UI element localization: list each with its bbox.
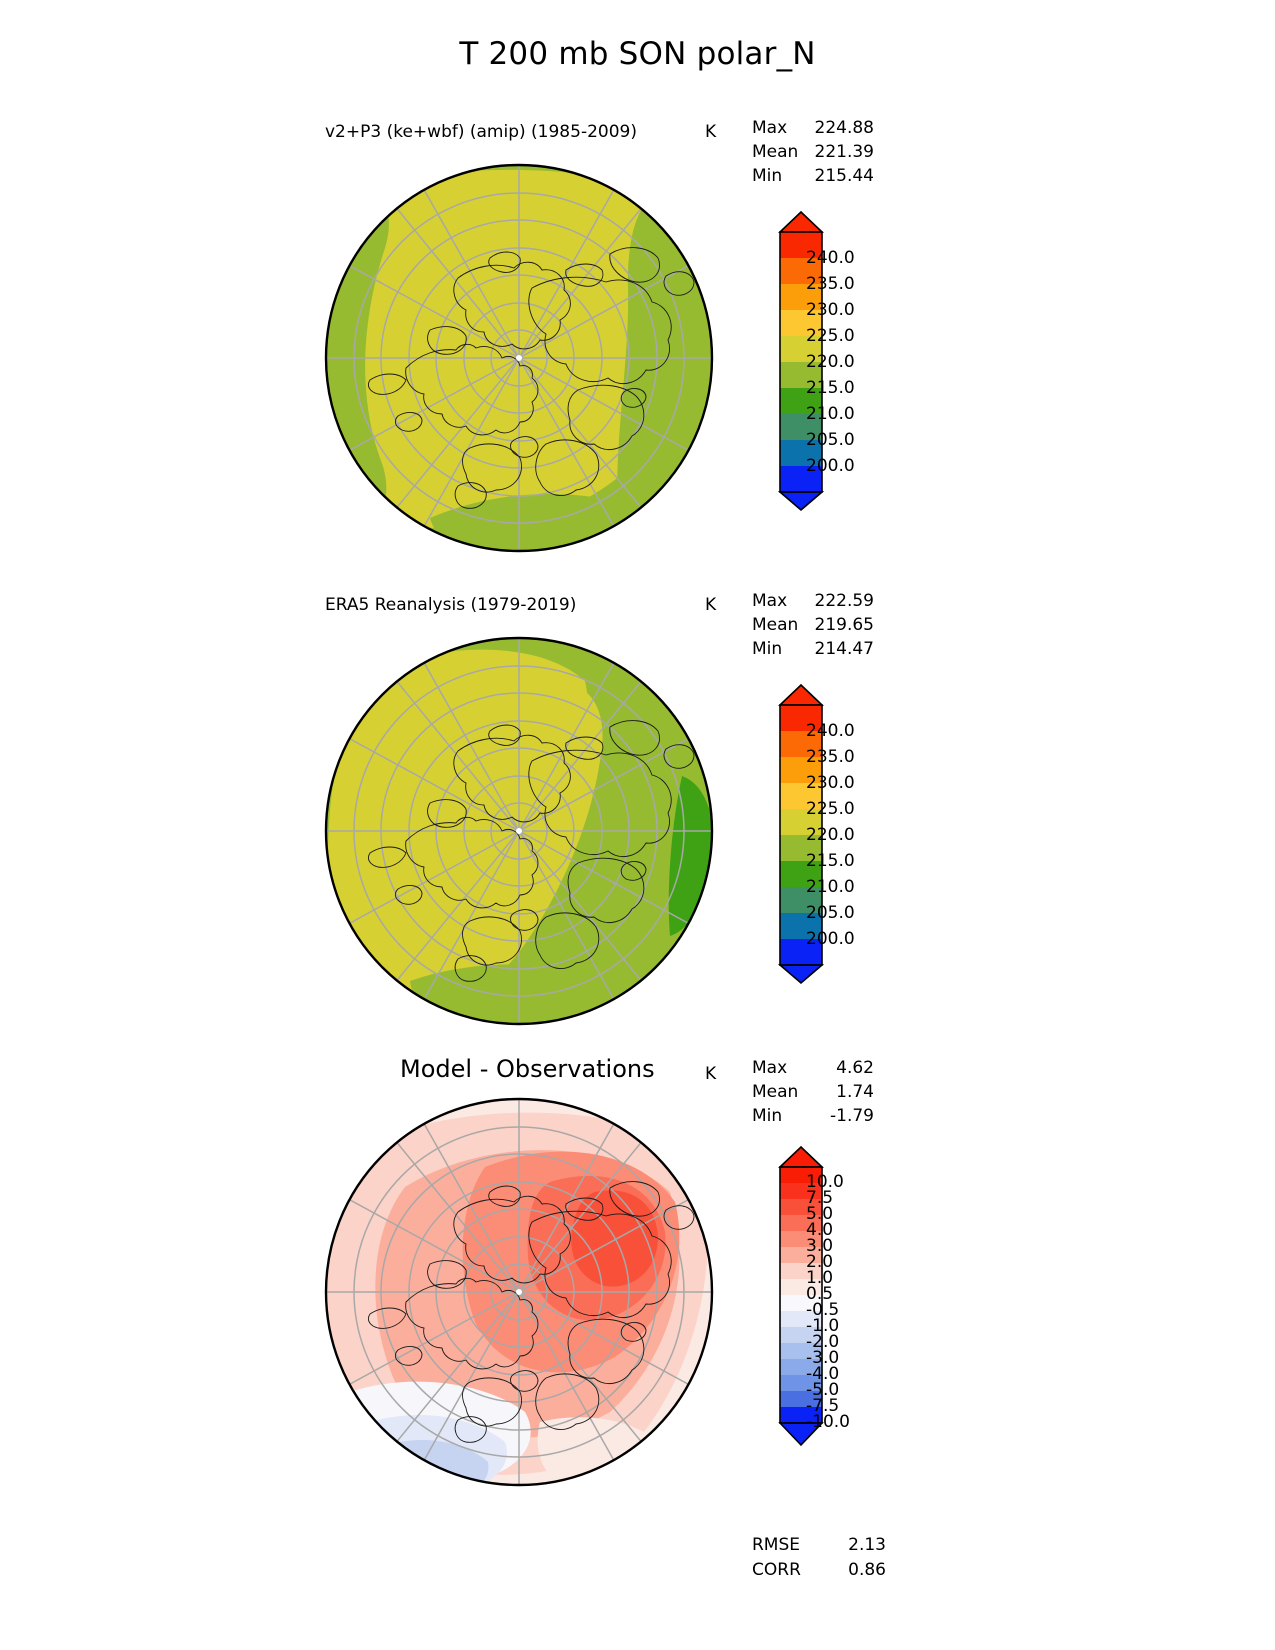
stat-row: Max 4.62 bbox=[752, 1056, 874, 1080]
north-pole-marker bbox=[516, 828, 522, 834]
colorbar-tick: 215.0 bbox=[806, 378, 855, 398]
panel-title-model: v2+P3 (ke+wbf) (amip) (1985-2009) bbox=[325, 122, 637, 142]
stat-label: Min bbox=[752, 1106, 783, 1126]
units-label-observations: K bbox=[705, 595, 717, 615]
colorbar-swatches bbox=[778, 1145, 824, 1447]
footer-stat-row: CORR 0.86 bbox=[752, 1558, 886, 1583]
coastlines-observations bbox=[367, 720, 695, 982]
colorbar-tick: 1.0 bbox=[806, 1268, 834, 1288]
stat-label: Max bbox=[752, 1058, 788, 1078]
colorbar-tick: 200.0 bbox=[806, 456, 855, 476]
stats-observations: Max 222.59 Mean 219.65 Min 214.47 bbox=[752, 589, 874, 661]
colorbar-tick: 215.0 bbox=[806, 851, 855, 871]
colorbar-tick: -4.0 bbox=[806, 1364, 840, 1384]
stat-label: Mean bbox=[752, 615, 799, 635]
colorbar-tick: 220.0 bbox=[806, 825, 855, 845]
colorbar-tick: 230.0 bbox=[806, 773, 855, 793]
stat-row: Min -1.79 bbox=[752, 1104, 874, 1128]
stat-row: Mean 219.65 bbox=[752, 613, 874, 637]
panel-title-difference: Model - Observations bbox=[400, 1055, 655, 1083]
colorbar-tick: 10.0 bbox=[806, 1172, 844, 1192]
panel-title-observations: ERA5 Reanalysis (1979-2019) bbox=[325, 595, 577, 615]
colorbar-tick: 225.0 bbox=[806, 326, 855, 346]
colorbar-tick: 200.0 bbox=[806, 929, 855, 949]
colorbar-tick: 235.0 bbox=[806, 747, 855, 767]
stat-value: 215.44 bbox=[814, 166, 874, 186]
colorbar-tick: 240.0 bbox=[806, 248, 855, 268]
colorbar-tick: 240.0 bbox=[806, 721, 855, 741]
stat-label: Min bbox=[752, 166, 783, 186]
colorbar-tick: 2.0 bbox=[806, 1252, 834, 1272]
stats-model: Max 224.88 Mean 221.39 Min 215.44 bbox=[752, 116, 874, 188]
colorbar-tick: -5.0 bbox=[806, 1380, 840, 1400]
stat-value: 214.47 bbox=[814, 639, 874, 659]
colorbar-tick: 230.0 bbox=[806, 300, 855, 320]
colorbar-tick: 0.5 bbox=[806, 1284, 834, 1304]
stat-label: Max bbox=[752, 118, 788, 138]
stat-value: 221.39 bbox=[814, 142, 874, 162]
stat-row: Mean 221.39 bbox=[752, 140, 874, 164]
figure-title: T 200 mb SON polar_N bbox=[459, 36, 816, 72]
stat-label: Max bbox=[752, 591, 788, 611]
colorbar-tick: 225.0 bbox=[806, 799, 855, 819]
colorbar-tick: 210.0 bbox=[806, 404, 855, 424]
footer-stat-value: 0.86 bbox=[848, 1560, 886, 1580]
stats-difference: Max 4.62 Mean 1.74 Min -1.79 bbox=[752, 1056, 874, 1128]
colorbar-model: 240.0 235.0 230.0 225.0 220.0 215.0 210.… bbox=[748, 210, 948, 512]
colorbar-tick: 235.0 bbox=[806, 274, 855, 294]
stat-row: Max 224.88 bbox=[752, 116, 874, 140]
polar-map-difference bbox=[310, 1092, 730, 1492]
coastlines-difference bbox=[367, 1181, 695, 1443]
colorbar-tick: -3.0 bbox=[806, 1348, 840, 1368]
footer-stat-label: CORR bbox=[752, 1560, 801, 1580]
colorbar-tick: 205.0 bbox=[806, 430, 855, 450]
footer-stat-label: RMSE bbox=[752, 1535, 801, 1555]
stat-value: 4.62 bbox=[836, 1058, 874, 1078]
stat-value: 219.65 bbox=[814, 615, 874, 635]
contour-field-difference bbox=[326, 1099, 712, 1485]
colorbar-tick: -2.0 bbox=[806, 1332, 840, 1352]
coastlines-model bbox=[367, 247, 695, 509]
units-label-model: K bbox=[705, 122, 717, 142]
stat-row: Min 215.44 bbox=[752, 164, 874, 188]
stat-value: 1.74 bbox=[836, 1082, 874, 1102]
stat-value: 222.59 bbox=[814, 591, 874, 611]
map-boundary bbox=[324, 636, 714, 1026]
colorbar-difference: 10.0 7.5 5.0 4.0 3.0 2.0 1.0 0.5 -0.5 -1… bbox=[748, 1145, 948, 1475]
colorbar-tick: -7.5 bbox=[806, 1396, 840, 1416]
colorbar-tick: 3.0 bbox=[806, 1236, 834, 1256]
colorbar-swatches bbox=[777, 683, 825, 985]
stat-label: Min bbox=[752, 639, 783, 659]
footer-stat-value: 2.13 bbox=[848, 1535, 886, 1555]
colorbar-observations: 240.0 235.0 230.0 225.0 220.0 215.0 210.… bbox=[748, 683, 948, 985]
map-boundary bbox=[324, 163, 714, 553]
stat-row: Min 214.47 bbox=[752, 637, 874, 661]
map-boundary bbox=[324, 1097, 714, 1487]
stat-label: Mean bbox=[752, 142, 799, 162]
stat-label: Mean bbox=[752, 1082, 799, 1102]
colorbar-swatches bbox=[777, 210, 825, 512]
stat-value: -1.79 bbox=[830, 1106, 874, 1126]
colorbar-tick: 4.0 bbox=[806, 1220, 834, 1240]
colorbar-tick: -0.5 bbox=[806, 1300, 840, 1320]
colorbar-tick: -10.0 bbox=[806, 1412, 850, 1432]
colorbar-tick: 205.0 bbox=[806, 903, 855, 923]
footer-stat-row: RMSE 2.13 bbox=[752, 1533, 886, 1558]
stat-row: Mean 1.74 bbox=[752, 1080, 874, 1104]
colorbar-tick: 220.0 bbox=[806, 352, 855, 372]
polar-map-observations bbox=[310, 631, 730, 1031]
footer-statistics: RMSE 2.13 CORR 0.86 bbox=[752, 1533, 886, 1583]
colorbar-tick: -1.0 bbox=[806, 1316, 840, 1336]
colorbar-tick: 7.5 bbox=[806, 1188, 834, 1208]
north-pole-marker bbox=[516, 355, 522, 361]
colorbar-tick: 5.0 bbox=[806, 1204, 834, 1224]
colorbar-tick: 210.0 bbox=[806, 877, 855, 897]
units-label-difference: K bbox=[705, 1064, 717, 1084]
stat-row: Max 222.59 bbox=[752, 589, 874, 613]
north-pole-marker bbox=[516, 1289, 522, 1295]
stat-value: 224.88 bbox=[814, 118, 874, 138]
polar-map-model bbox=[310, 158, 730, 558]
